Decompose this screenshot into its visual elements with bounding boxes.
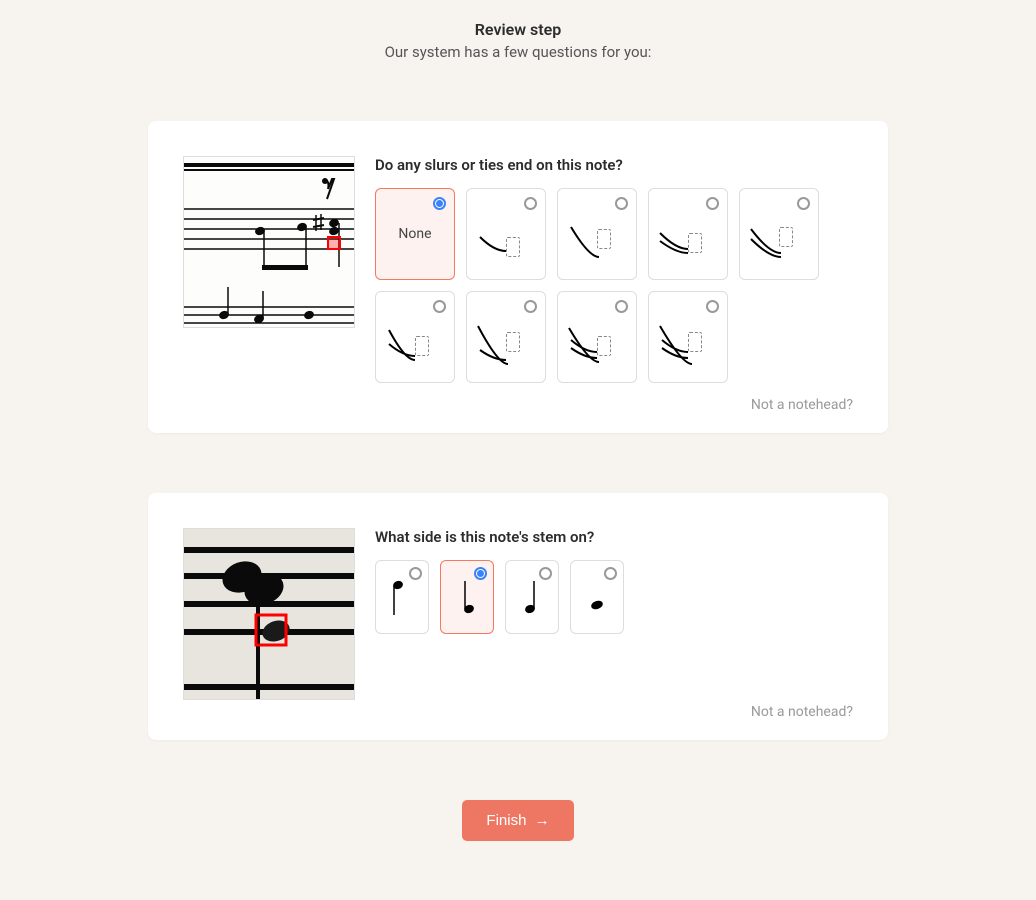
slur-icon [567,209,627,259]
page-header: Review step Our system has a few questio… [0,20,1036,61]
slur-icon [658,209,718,259]
slur-icon [476,209,536,259]
page-title: Review step [0,20,1036,39]
stem-option-2[interactable] [505,560,559,634]
question-card-slurs: Do any slurs or ties end on this note? N… [148,121,888,433]
slur-icon [658,312,718,362]
slur-option-3[interactable] [648,188,728,280]
radio-icon [474,567,487,580]
not-notehead-link[interactable]: Not a notehead? [375,397,853,413]
options-grid-stem [375,560,853,634]
stem-option-1[interactable] [440,560,494,634]
question-text: Do any slurs or ties end on this note? [375,156,853,174]
stem-icon [390,575,414,619]
slur-icon [476,312,536,362]
stem-option-3[interactable] [570,560,624,634]
stem-icon [585,575,609,619]
slur-option-1[interactable] [466,188,546,280]
not-notehead-link[interactable]: Not a notehead? [375,704,853,720]
slur-option-2[interactable] [557,188,637,280]
options-grid-slurs: None [375,188,853,383]
music-thumbnail-2 [183,528,355,700]
music-thumbnail-1 [183,156,355,328]
slur-option-5[interactable] [375,291,455,383]
stem-icon [520,575,544,619]
slur-icon [567,312,627,362]
stem-icon [455,575,479,619]
page-subtitle: Our system has a few questions for you: [0,43,1036,61]
finish-button[interactable]: Finish → [462,800,573,841]
radio-icon [433,197,446,210]
radio-icon [604,567,617,580]
radio-icon [409,567,422,580]
question-text: What side is this note's stem on? [375,528,853,546]
slur-option-none[interactable]: None [375,188,455,280]
slur-icon [749,209,809,259]
question-card-stem: What side is this note's stem on? [148,493,888,740]
radio-icon [539,567,552,580]
slur-icon [385,312,445,362]
slur-option-6[interactable] [466,291,546,383]
arrow-right-icon: → [535,812,550,829]
finish-button-label: Finish [486,812,526,829]
option-label: None [398,226,431,242]
slur-option-8[interactable] [648,291,728,383]
slur-option-4[interactable] [739,188,819,280]
slur-option-7[interactable] [557,291,637,383]
stem-option-0[interactable] [375,560,429,634]
